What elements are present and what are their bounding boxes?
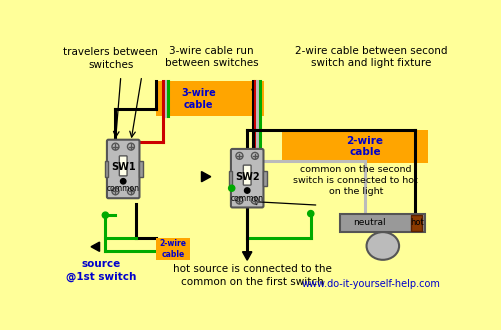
Circle shape: [244, 188, 249, 193]
Text: common: common: [230, 194, 263, 203]
Circle shape: [102, 212, 108, 218]
Bar: [411, 215, 421, 231]
Text: common on the second
switch is connected to hot
on the light: common on the second switch is connected…: [293, 165, 417, 196]
Text: SW1: SW1: [111, 162, 135, 172]
Circle shape: [112, 188, 119, 195]
Polygon shape: [91, 242, 99, 251]
Text: common: common: [107, 184, 139, 193]
Circle shape: [235, 152, 242, 159]
Text: www.do-it-yourself-help.com: www.do-it-yourself-help.com: [301, 280, 440, 289]
Bar: [282, 130, 427, 163]
Text: 3-wire cable run
between switches: 3-wire cable run between switches: [164, 46, 258, 68]
FancyBboxPatch shape: [230, 149, 263, 208]
Polygon shape: [252, 82, 261, 90]
Circle shape: [251, 197, 258, 204]
Bar: [376, 231, 388, 237]
Text: 2-wire
cable: 2-wire cable: [159, 239, 186, 259]
Ellipse shape: [366, 232, 398, 260]
Text: travelers between
switches: travelers between switches: [63, 47, 158, 70]
Circle shape: [228, 185, 234, 191]
Circle shape: [120, 179, 126, 184]
Text: hot: hot: [409, 218, 423, 227]
Text: neutral: neutral: [353, 218, 385, 227]
Bar: [262, 171, 266, 186]
Circle shape: [251, 152, 258, 159]
Polygon shape: [242, 252, 252, 260]
Text: 2-wire
cable: 2-wire cable: [346, 136, 383, 157]
Bar: [155, 238, 189, 260]
Text: 2-wire cable between second
switch and light fixture: 2-wire cable between second switch and l…: [295, 46, 446, 68]
Circle shape: [235, 197, 242, 204]
Bar: [155, 81, 264, 116]
Circle shape: [127, 188, 134, 195]
Circle shape: [127, 143, 134, 150]
FancyBboxPatch shape: [107, 140, 139, 198]
Circle shape: [307, 211, 313, 217]
Polygon shape: [201, 172, 210, 182]
Text: SW2: SW2: [234, 172, 259, 182]
Bar: [104, 161, 108, 177]
Bar: [138, 161, 142, 177]
Bar: [228, 171, 232, 186]
Circle shape: [112, 143, 119, 150]
FancyBboxPatch shape: [119, 156, 127, 176]
FancyBboxPatch shape: [243, 165, 250, 185]
Bar: [340, 214, 425, 232]
Text: 3-wire
cable: 3-wire cable: [181, 88, 215, 110]
Text: hot source is connected to the
common on the first switch: hot source is connected to the common on…: [173, 264, 331, 287]
Text: source
@1st switch: source @1st switch: [66, 259, 136, 282]
